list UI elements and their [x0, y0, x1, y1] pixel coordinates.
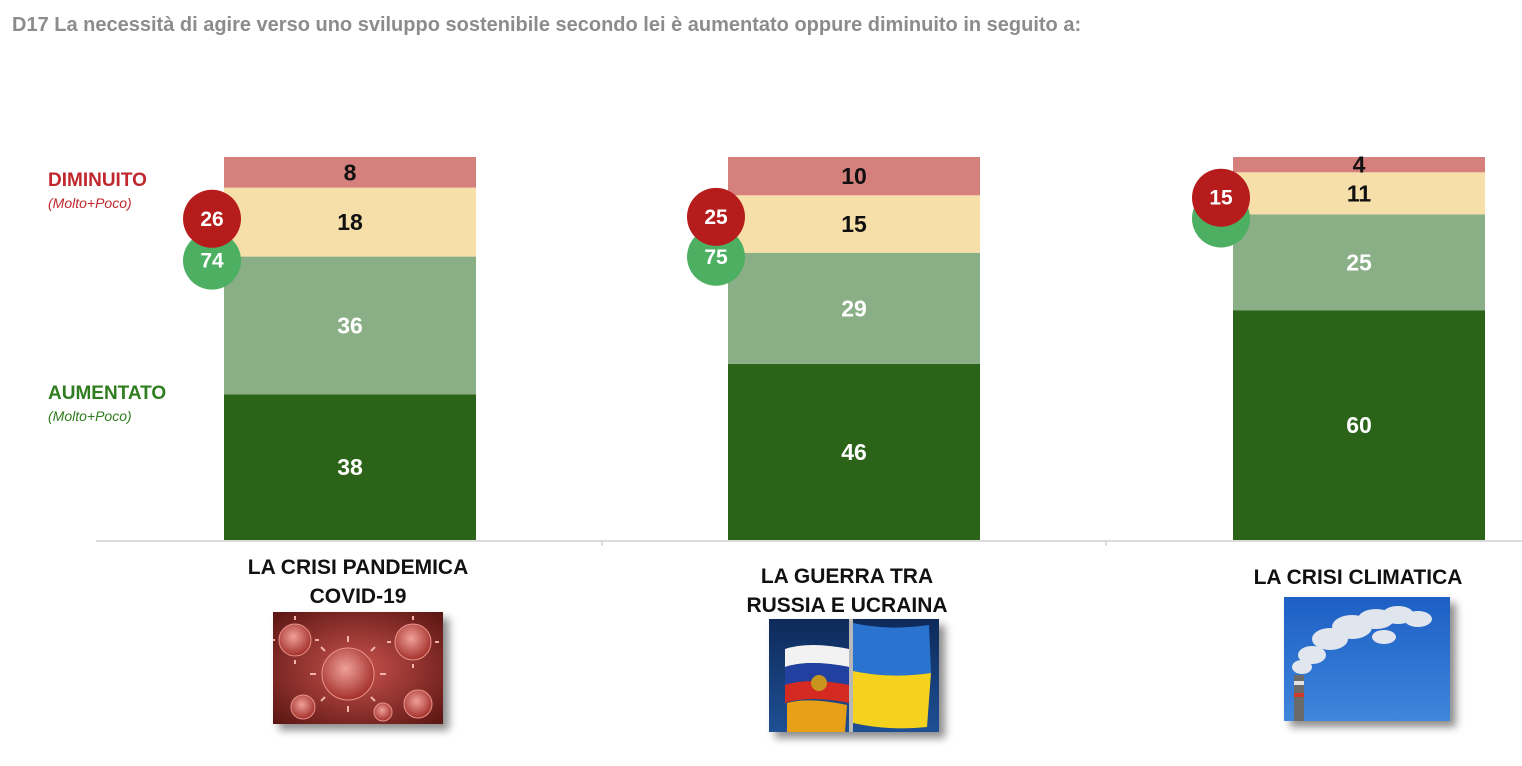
bar-2-segment-0 [1233, 310, 1485, 540]
legend-decreased-label: DIMINUITO [48, 170, 147, 191]
category-label-1: LA GUERRA TRA RUSSIA E UCRAINA [697, 562, 997, 620]
bar-1-label-0: 46 [841, 439, 867, 465]
legend-increased-label: AUMENTATO [48, 383, 167, 404]
badge-decreased-2 [1192, 168, 1250, 227]
bar-1-segment-0 [728, 363, 980, 540]
bar-2-segment-2 [1233, 172, 1485, 215]
badge-increased-0 [183, 231, 241, 290]
bar-1-label-2: 15 [841, 211, 867, 237]
bar-2-label-3: 4 [1353, 152, 1366, 178]
bar-0-label-0: 38 [337, 454, 363, 480]
category-label-2-line-1: LA CRISI CLIMATICA [1253, 566, 1463, 589]
legend-increased-sub: (Molto+Poco) [48, 408, 132, 424]
legend-decreased-sub: (Molto+Poco) [48, 195, 132, 211]
bar-0-segment-1 [224, 256, 476, 395]
badge-increased-value-1: 75 [704, 246, 728, 269]
bar-2-label-2: 11 [1347, 180, 1372, 206]
bar-2-segment-1 [1233, 214, 1485, 311]
bar-1-segment-2 [728, 195, 980, 253]
bar-0-label-3: 8 [344, 159, 357, 185]
category-label-0-line-1: LA CRISI PANDEMICA [247, 556, 469, 579]
badge-increased-value-0: 74 [200, 250, 224, 273]
bar-0-segment-2 [224, 187, 476, 257]
bar-0-label-1: 36 [337, 313, 363, 339]
badge-decreased-value-0: 26 [200, 208, 223, 231]
bar-0-label-2: 18 [337, 209, 363, 235]
category-label-2: LA CRISI CLIMATICA [1208, 563, 1508, 592]
category-label-1-line-1: LA GUERRA TRA [760, 565, 934, 588]
bar-2-label-1: 25 [1346, 249, 1372, 275]
category-label-1-line-2: RUSSIA E UCRAINA [746, 594, 948, 617]
russia-ukraine-flags-photo [769, 619, 939, 732]
page-title: D17 La necessità di agire verso uno svil… [12, 14, 1082, 36]
bar-2-segment-3 [1233, 157, 1485, 173]
bar-0-segment-0 [224, 394, 476, 540]
category-label-0: LA CRISI PANDEMICA COVID-19 [208, 553, 508, 611]
bar-1-segment-1 [728, 252, 980, 364]
bar-1-label-1: 29 [841, 295, 867, 321]
badge-increased-1 [687, 227, 745, 286]
smokestack-photo [1284, 597, 1450, 721]
bar-2-label-0: 60 [1346, 412, 1372, 438]
bar-1-label-3: 10 [841, 163, 867, 189]
category-label-0-line-2: COVID-19 [309, 585, 407, 608]
coronavirus-photo [273, 612, 443, 724]
badge-decreased-1 [687, 187, 745, 246]
bar-0-segment-3 [224, 157, 476, 188]
badge-decreased-value-2: 15 [1209, 187, 1233, 210]
badge-decreased-0 [183, 189, 241, 248]
badge-decreased-value-1: 25 [704, 206, 728, 229]
bar-1-segment-3 [728, 157, 980, 196]
